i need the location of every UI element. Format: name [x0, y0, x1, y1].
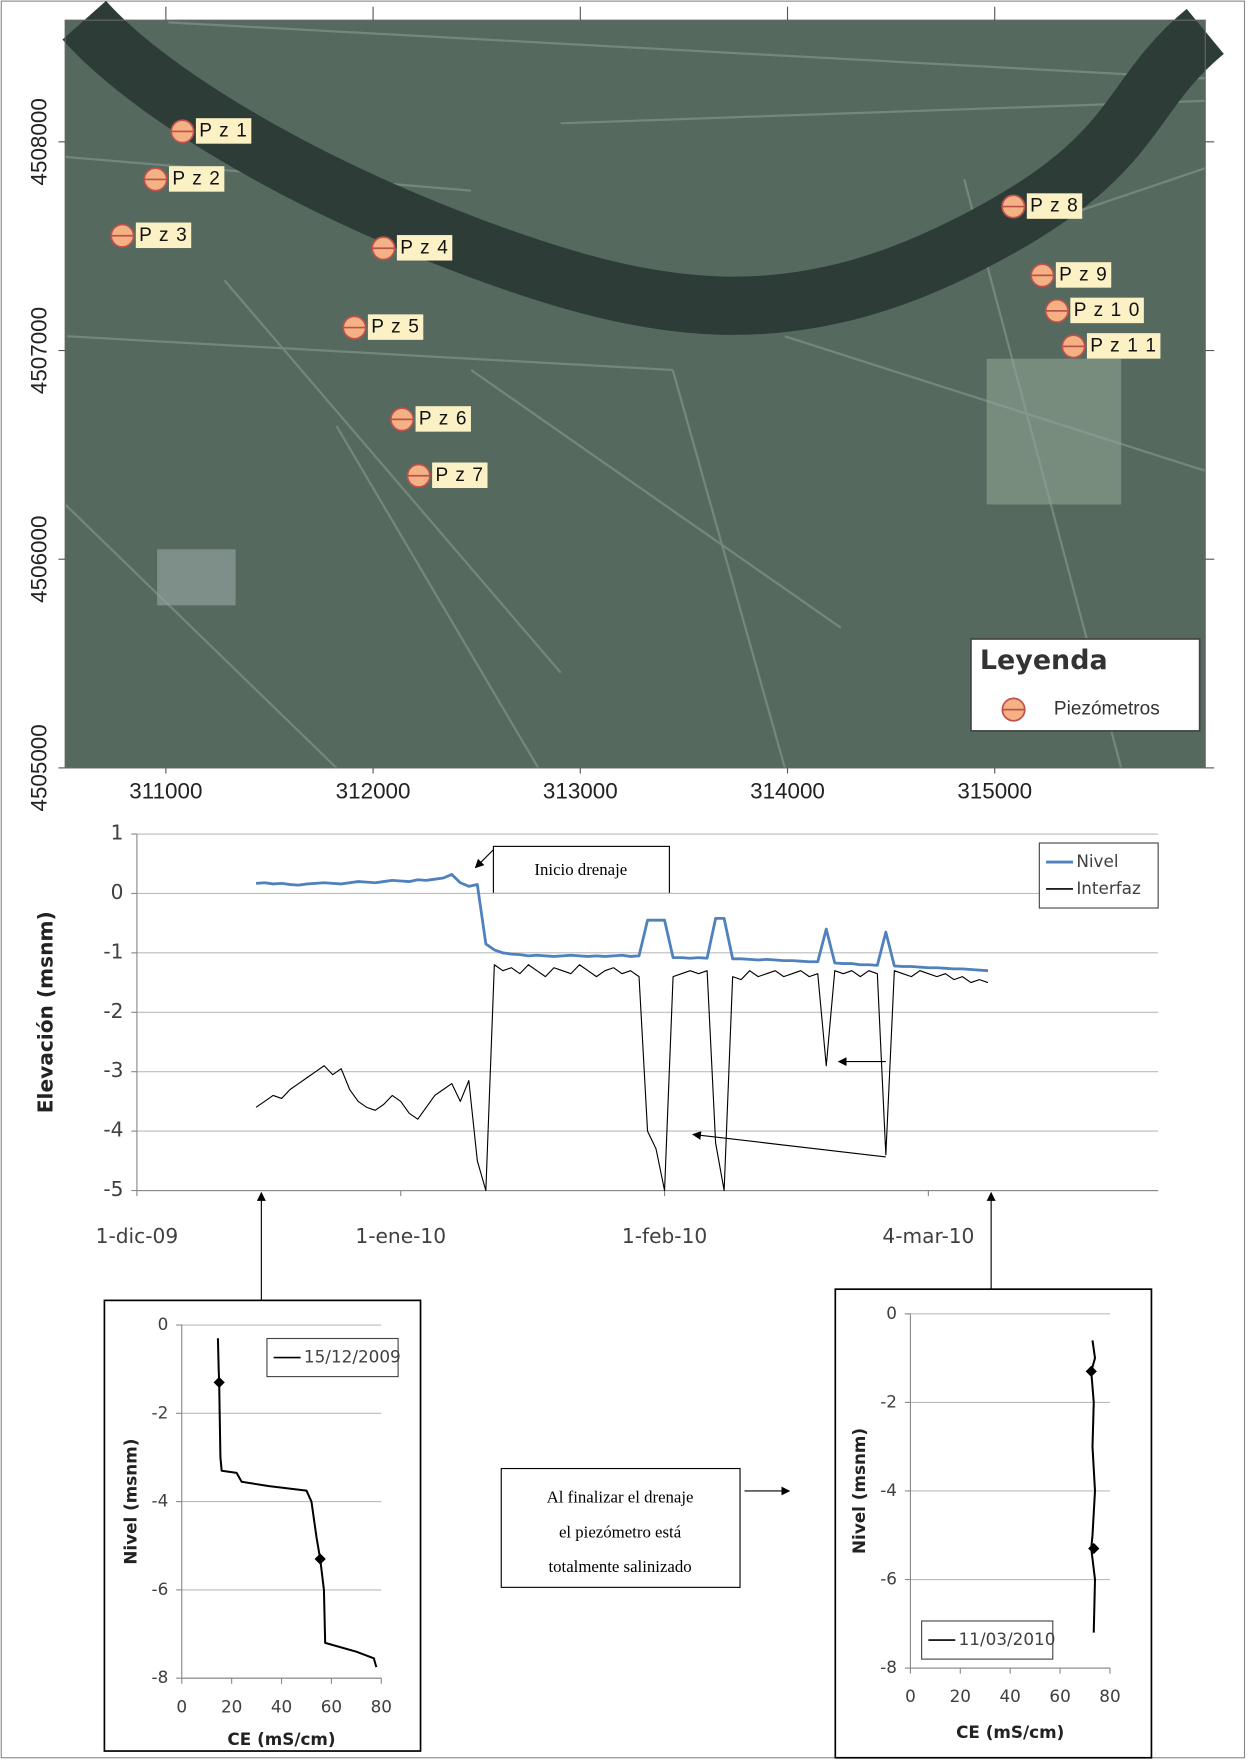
y-axis-title: Elevación (msnm) [34, 911, 58, 1113]
point-label: P z 8 [1030, 196, 1079, 217]
y-tick-label: 0 [886, 1303, 897, 1323]
x-tick-label: 20 [950, 1686, 971, 1706]
x-tick-label: 80 [1099, 1686, 1120, 1706]
series-line [255, 964, 989, 1192]
point-label: P z 3 [139, 225, 188, 246]
point-label-bg [135, 222, 192, 249]
legend-label: Nivel [1076, 851, 1118, 871]
x-tick-label: 60 [1049, 1686, 1070, 1706]
annotation: Inicio drenaje [534, 860, 627, 879]
y-tick-label: 1 [111, 821, 124, 845]
point-label: P z 2 [172, 168, 221, 189]
y-tick-label: -1 [103, 939, 123, 963]
x-tick-label: 80 [371, 1696, 392, 1716]
y-tick-label: 0 [158, 1314, 169, 1334]
y-tick-label: -5 [103, 1177, 123, 1201]
field-patch [986, 358, 1122, 505]
note-box [500, 1467, 741, 1588]
point-label: P z 9 [1059, 264, 1108, 285]
plot-frame [64, 19, 1206, 769]
annotation: Al finalizar el drenaje [547, 1488, 694, 1507]
series-line [216, 1338, 378, 1668]
point-label-bg [1070, 297, 1144, 324]
annotation-box [492, 845, 670, 895]
point-label: P z 1 0 [1074, 300, 1141, 321]
point-label-bg [1026, 193, 1083, 219]
legend-label: Piezómetros [1054, 699, 1160, 720]
annotation: el piezómetro está [559, 1522, 682, 1541]
point-label: P z 5 [371, 317, 420, 338]
x-tick-label: 0 [176, 1696, 187, 1716]
y-tick-label: -4 [103, 1118, 123, 1142]
x-tick-label: 1-dic-09 [96, 1224, 179, 1248]
x-tick-label: 314000 [750, 778, 825, 803]
arrow [474, 849, 494, 869]
point-label-bg [367, 314, 424, 340]
point-marker [1088, 1542, 1100, 1555]
point-label-bg [415, 406, 471, 432]
y-tick-label: -6 [880, 1569, 897, 1589]
y-tick-label: 4507000 [26, 307, 51, 394]
point-marker [314, 1553, 326, 1565]
x-tick-label: 60 [321, 1696, 342, 1716]
y-tick-label: -8 [152, 1667, 169, 1687]
point-label: P z 1 1 [1090, 335, 1157, 356]
y-tick-label: 0 [111, 880, 124, 904]
y-tick-label: -2 [103, 999, 123, 1023]
y-axis-title: Nivel (msnm) [849, 1428, 869, 1554]
x-tick-label: 1-feb-10 [622, 1224, 707, 1248]
x-tick-label: 1-ene-10 [355, 1224, 446, 1248]
legend-label: 11/03/2010 [959, 1629, 1056, 1649]
y-tick-label: -2 [152, 1402, 169, 1422]
building-patch [157, 549, 236, 606]
x-tick-label: 0 [905, 1686, 916, 1706]
point-label-bg [1086, 333, 1161, 359]
y-tick-label: -6 [152, 1579, 169, 1599]
series-line [1090, 1340, 1097, 1633]
x-tick-label: 313000 [543, 778, 618, 803]
profile-frame [834, 1288, 1153, 1759]
y-tick-label: -2 [880, 1391, 897, 1411]
legend-box [1038, 842, 1159, 909]
x-tick-label: 4-mar-10 [882, 1224, 974, 1248]
y-tick-label: -3 [103, 1058, 123, 1082]
y-tick-label: 4505000 [26, 724, 51, 811]
point-label: P z 1 [199, 120, 248, 141]
y-tick-label: -4 [152, 1491, 169, 1511]
point-marker [213, 1376, 225, 1389]
x-tick-label: 315000 [957, 778, 1032, 803]
x-axis-title: CE (mS/cm) [227, 1729, 335, 1749]
legend-label: Interfaz [1076, 878, 1141, 898]
legend-title: Leyenda [980, 645, 1108, 676]
point-label-bg [168, 166, 225, 192]
x-axis-title: CE (mS/cm) [956, 1722, 1064, 1742]
x-tick-label: 312000 [336, 778, 411, 803]
point-label-bg [396, 235, 453, 261]
point-label: P z 4 [400, 237, 449, 258]
point-label: P z 7 [435, 465, 484, 486]
point-label-bg [1055, 262, 1112, 288]
legend-label: 15/12/2009 [304, 1347, 401, 1367]
y-tick-label: -4 [880, 1480, 897, 1500]
annotation: totalmente salinizado [548, 1557, 691, 1576]
x-tick-label: 20 [221, 1696, 242, 1716]
point-label-bg [432, 462, 488, 489]
y-tick-label: -8 [880, 1657, 897, 1677]
x-tick-label: 40 [1000, 1686, 1021, 1706]
series-line [255, 873, 989, 973]
point-label: P z 6 [419, 408, 468, 429]
point-label-bg [195, 118, 252, 144]
y-tick-label: 4506000 [26, 516, 51, 603]
y-axis-title: Nivel (msnm) [120, 1439, 140, 1565]
x-tick-label: 311000 [129, 778, 202, 803]
y-tick-label: 4508000 [26, 98, 51, 185]
arrow [692, 1130, 886, 1158]
x-tick-label: 40 [271, 1696, 292, 1716]
